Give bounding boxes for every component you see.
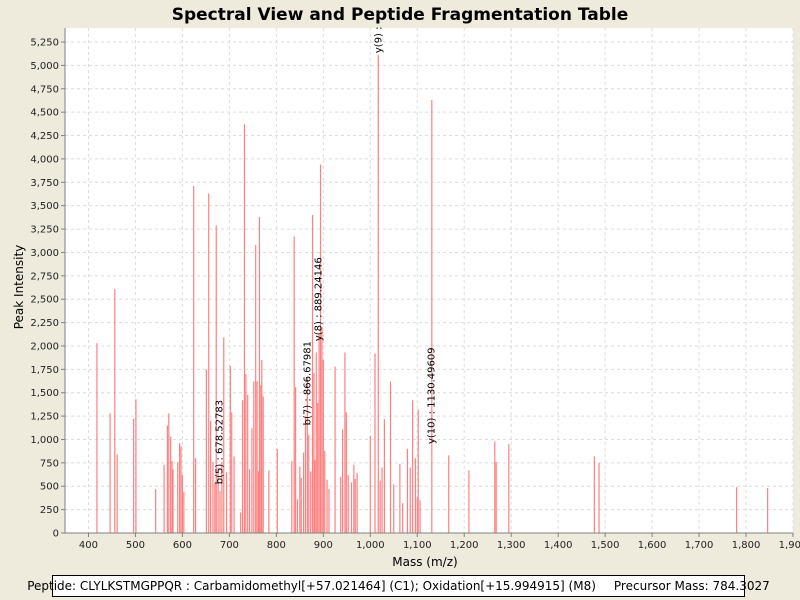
- peptide-text: Peptide: CLYLKSTMGPPQR : Carbamidomethyl…: [27, 579, 596, 593]
- x-tick-label: 500: [126, 540, 145, 551]
- plot-area: [65, 28, 793, 533]
- chart-title: Spectral View and Peptide Fragmentation …: [172, 5, 629, 25]
- x-tick-label: 1,400: [544, 540, 573, 551]
- x-tick-label: 1,900: [779, 540, 800, 551]
- y-tick-label: 4,250: [30, 131, 59, 142]
- x-tick-label: 1,100: [403, 540, 432, 551]
- y-tick-label: 3,000: [30, 248, 59, 259]
- fragment-annotation: b(7) : 866.67981: [303, 341, 314, 425]
- y-tick-label: 4,500: [30, 108, 59, 119]
- fragment-annotation: y(8) : 889.24146: [313, 257, 324, 341]
- x-tick-label: 800: [267, 540, 286, 551]
- y-tick-label: 4,750: [30, 84, 59, 95]
- x-axis-label: Mass (m/z): [392, 555, 457, 569]
- y-tick-label: 0: [53, 529, 59, 540]
- y-tick-label: 1,750: [30, 365, 59, 376]
- x-tick-label: 1,600: [638, 540, 667, 551]
- y-tick-label: 500: [40, 482, 59, 493]
- x-tick-label: 1,800: [732, 540, 761, 551]
- fragment-annotation: y(10) : 1130.49609: [427, 347, 438, 444]
- x-tick-label: 1,500: [591, 540, 620, 551]
- y-tick-label: 2,000: [30, 341, 59, 352]
- x-tick-label: 1,000: [356, 540, 385, 551]
- y-tick-label: 3,750: [30, 178, 59, 189]
- grid: [65, 28, 794, 534]
- x-tick-label: 400: [79, 540, 98, 551]
- x-tick-label: 1,200: [450, 540, 479, 551]
- x-tick-label: 900: [314, 540, 333, 551]
- y-tick-label: 4,000: [30, 154, 59, 165]
- y-tick-label: 2,250: [30, 318, 59, 329]
- x-tick-label: 1,300: [497, 540, 526, 551]
- y-tick-label: 2,500: [30, 295, 59, 306]
- precursor-mass-text: Precursor Mass: 784.3027: [613, 579, 770, 593]
- y-axis-label: Peak Intensity: [12, 245, 26, 330]
- y-tick-label: 2,750: [30, 271, 59, 282]
- x-tick-label: 700: [220, 540, 239, 551]
- y-tick-label: 5,000: [30, 61, 59, 72]
- spectrum-chart: Spectral View and Peptide Fragmentation …: [12, 5, 800, 569]
- y-tick-label: 1,250: [30, 412, 59, 423]
- y-tick-label: 5,250: [30, 38, 59, 49]
- peptide-info-box: Peptide: CLYLKSTMGPPQR : Carbamidomethyl…: [27, 575, 770, 597]
- y-tick-label: 750: [40, 458, 59, 469]
- fragment-annotation: y(9) :: [373, 26, 384, 53]
- y-tick-label: 1,000: [30, 435, 59, 446]
- axes: 400 500 600 700 800 900 1,000 1,100 1,200 1,300 1,…: [30, 28, 800, 551]
- fragment-annotation: b(5) : 678.52783: [214, 400, 225, 484]
- x-tick-label: 600: [173, 540, 192, 551]
- y-tick-label: 3,250: [30, 225, 59, 236]
- y-tick-label: 1,500: [30, 388, 59, 399]
- x-tick-label: 1,700: [685, 540, 714, 551]
- y-tick-label: 3,500: [30, 201, 59, 212]
- y-tick-label: 250: [40, 505, 59, 516]
- peaks: [96, 55, 769, 533]
